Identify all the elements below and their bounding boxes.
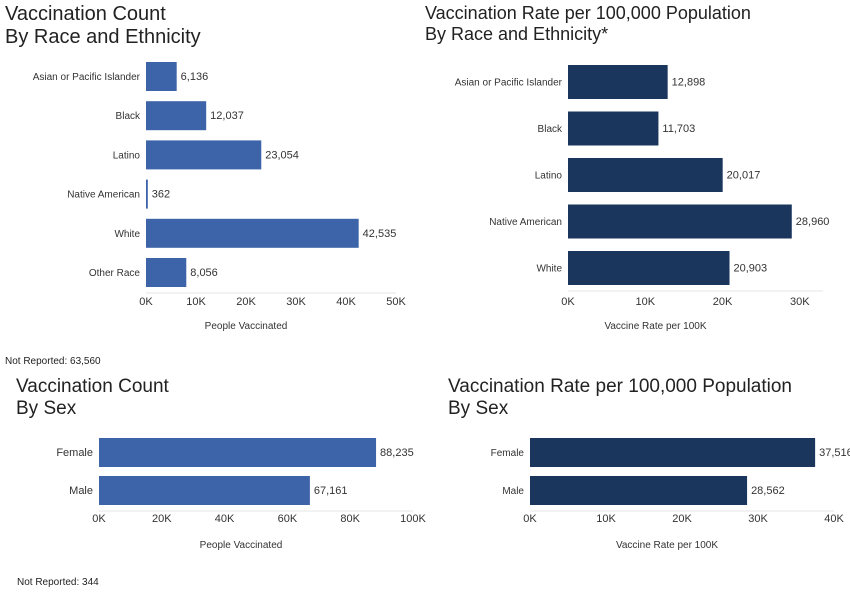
x-tick-label: 60K <box>278 513 298 525</box>
data-label: 67,161 <box>314 485 348 497</box>
bar <box>568 65 668 99</box>
chart-title: Vaccination Rate per 100,000 Population B… <box>448 376 792 420</box>
bar <box>99 476 310 505</box>
bar <box>568 111 659 146</box>
x-tick-label: 20K <box>236 296 256 308</box>
chart-title-line: By Sex <box>448 398 509 419</box>
bar <box>568 251 730 285</box>
chart-title-line: Vaccination Count <box>16 376 169 397</box>
chart-title: Vaccination Count By Sex <box>16 376 169 420</box>
not-reported-note: Not Reported: 344 <box>17 577 99 588</box>
x-tick-label: 30K <box>748 513 768 525</box>
data-label: 362 <box>152 189 170 201</box>
category-label: Female <box>491 448 525 459</box>
x-tick-label: 50K <box>386 296 406 308</box>
not-reported-note: Not Reported: 63,560 <box>5 356 101 367</box>
chart-title-line: Vaccination Rate per 100,000 Population <box>425 3 751 23</box>
data-label: 12,898 <box>672 77 706 89</box>
x-axis-title: Vaccine Rate per 100K <box>604 321 706 332</box>
data-label: 37,516 <box>819 447 850 459</box>
x-tick-label: 10K <box>596 513 616 525</box>
category-label: Black <box>538 124 563 135</box>
x-tick-label: 40K <box>336 296 356 308</box>
x-tick-label: 30K <box>286 296 306 308</box>
data-label: 11,703 <box>662 123 695 135</box>
chart-title: Vaccination Rate per 100,000 Population B… <box>425 3 751 45</box>
chart-title-line: Vaccination Rate per 100,000 Population <box>448 376 793 397</box>
bar <box>146 62 177 91</box>
category-label: Other Race <box>89 268 141 279</box>
data-label: 8,056 <box>190 267 218 279</box>
data-label: 42,535 <box>363 228 397 240</box>
category-label: Male <box>69 485 93 497</box>
category-label: Female <box>56 447 93 459</box>
data-label: 20,903 <box>734 263 768 275</box>
chart-title-line: By Race and Ethnicity* <box>425 24 609 44</box>
x-axis-title: Vaccine Rate per 100K <box>616 540 718 551</box>
x-axis-title: People Vaccinated <box>200 540 283 551</box>
bar <box>146 218 359 248</box>
bar <box>146 140 262 170</box>
x-tick-label: 0K <box>139 296 153 308</box>
x-tick-label: 20K <box>152 513 172 525</box>
x-tick-label: 10K <box>186 296 206 308</box>
data-label: 20,017 <box>727 170 761 182</box>
data-label: 88,235 <box>380 447 414 459</box>
bar <box>99 438 377 467</box>
category-label: White <box>114 229 140 240</box>
bar <box>146 258 187 287</box>
x-tick-label: 20K <box>672 513 692 525</box>
x-tick-label: 20K <box>713 296 733 308</box>
category-label: Native American <box>67 190 140 201</box>
category-label: Latino <box>535 171 563 182</box>
bar <box>530 438 816 467</box>
bar <box>568 204 792 239</box>
x-tick-label: 0K <box>561 296 575 308</box>
x-tick-label: 40K <box>824 513 844 525</box>
category-label: Native American <box>489 217 562 228</box>
data-label: 6,136 <box>181 71 209 83</box>
category-label: Black <box>116 111 141 122</box>
data-label: 12,037 <box>210 110 244 122</box>
x-axis-title: People Vaccinated <box>205 321 288 332</box>
bar <box>146 101 207 131</box>
x-tick-label: 10K <box>635 296 655 308</box>
data-label: 23,054 <box>265 149 299 161</box>
chart-title-line: By Race and Ethnicity <box>5 26 201 48</box>
data-label: 28,562 <box>751 485 785 497</box>
category-label: Latino <box>113 150 141 161</box>
x-tick-label: 0K <box>523 513 537 525</box>
x-tick-label: 0K <box>92 513 106 525</box>
category-label: Male <box>502 486 524 497</box>
chart-title: Vaccination Count By Race and Ethnicity <box>5 3 201 49</box>
x-tick-label: 80K <box>340 513 360 525</box>
category-label: Asian or Pacific Islander <box>33 72 141 83</box>
bar <box>568 158 723 192</box>
category-label: White <box>536 264 562 275</box>
chart-title-line: Vaccination Count <box>5 3 166 25</box>
x-tick-label: 40K <box>215 513 235 525</box>
bar <box>530 476 748 505</box>
x-tick-label: 100K <box>400 513 426 525</box>
x-tick-label: 30K <box>790 296 810 308</box>
category-label: Asian or Pacific Islander <box>455 78 563 89</box>
bar <box>146 179 148 209</box>
chart-title-line: By Sex <box>16 398 77 419</box>
data-label: 28,960 <box>796 216 830 228</box>
